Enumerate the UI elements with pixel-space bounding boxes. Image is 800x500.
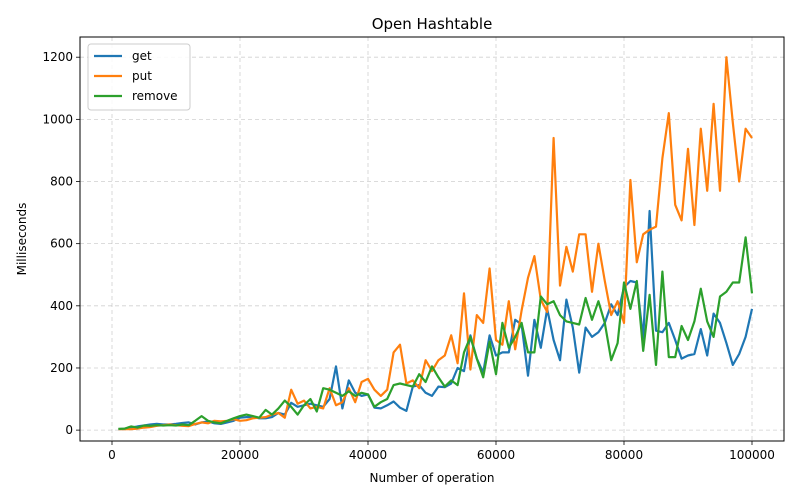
legend-label-get: get: [132, 49, 152, 63]
x-tick-label: 60000: [477, 448, 515, 462]
y-tick-label: 600: [50, 237, 73, 251]
legend: get put remove: [87, 43, 191, 111]
legend-box: [87, 43, 191, 111]
legend-label-remove: remove: [132, 89, 178, 103]
y-tick-label: 0: [65, 423, 73, 437]
axis-ticks: 0 20000 40000 60000 80000 100000 0 200 400 600 800…: [42, 50, 774, 462]
y-tick-label: 1000: [42, 112, 73, 126]
chart-title: Open Hashtable: [372, 15, 493, 33]
series-lines: [118, 56, 754, 431]
x-tick-label: 0: [108, 448, 116, 462]
x-tick-label: 100000: [729, 448, 775, 462]
series-line-remove: [118, 236, 754, 430]
y-tick-label: 400: [50, 299, 73, 313]
legend-label-put: put: [132, 69, 152, 83]
y-axis-label: Milliseconds: [15, 203, 29, 276]
x-axis-label: Number of operation: [369, 471, 494, 485]
y-tick-label: 800: [50, 175, 73, 189]
y-tick-label: 200: [50, 361, 73, 375]
x-tick-label: 20000: [221, 448, 259, 462]
y-tick-label: 1200: [42, 50, 73, 64]
x-tick-label: 80000: [605, 448, 643, 462]
x-tick-label: 40000: [349, 448, 387, 462]
plot-area-frame: [79, 36, 785, 442]
